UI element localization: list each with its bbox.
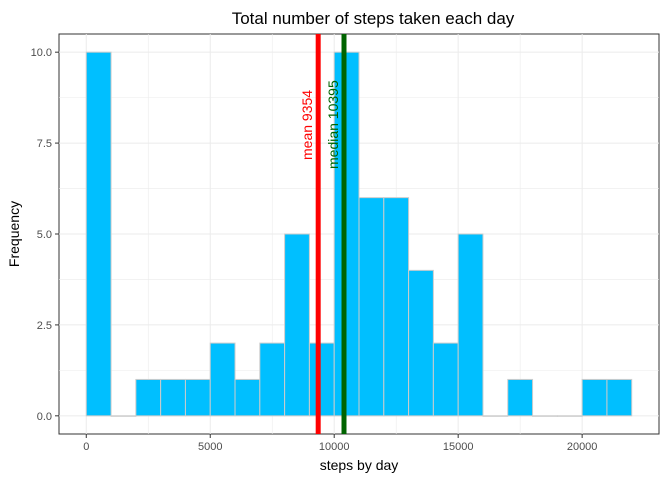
reference-lines: mean 9354 median 10395 (299, 34, 347, 434)
histogram-bar (383, 197, 410, 417)
y-tick-label: 0.0 (37, 411, 52, 423)
y-axis-ticks: 0.0 2.5 5.0 7.5 10.0 (31, 47, 59, 423)
x-tick-label: 0 (83, 441, 89, 453)
histogram-bar (259, 342, 286, 417)
histogram-bar (284, 233, 310, 417)
y-tick-label: 5.0 (37, 229, 52, 241)
histogram-bar (209, 342, 236, 417)
y-tick-label: 2.5 (37, 320, 52, 332)
histogram-bar (135, 378, 162, 417)
x-tick-label: 15000 (443, 441, 474, 453)
y-tick-label: 10.0 (31, 47, 52, 59)
x-tick-label: 5000 (198, 441, 222, 453)
histogram-bar (532, 415, 558, 417)
median-label: median 10395 (325, 80, 341, 169)
histogram-bar (432, 342, 459, 417)
histogram-bar (482, 415, 509, 417)
x-axis-title: steps by day (320, 457, 399, 473)
y-tick-label: 7.5 (37, 138, 52, 150)
histogram-bar (408, 269, 434, 417)
x-tick-label: 20000 (567, 441, 598, 453)
histogram-bar (358, 197, 385, 417)
histogram-bar (581, 378, 608, 417)
histogram-bars (85, 51, 633, 417)
chart-title: Total number of steps taken each day (232, 9, 515, 28)
x-tick-label: 10000 (319, 441, 350, 453)
histogram-bar (308, 342, 335, 417)
histogram-bar (457, 233, 484, 417)
x-axis-ticks: 0 5000 10000 15000 20000 (83, 434, 597, 453)
histogram-bar (160, 378, 186, 417)
histogram-bar (333, 51, 360, 417)
histogram-bar (184, 378, 211, 417)
mean-label: mean 9354 (299, 90, 315, 160)
histogram-bar (507, 378, 534, 417)
histogram-bar (606, 378, 633, 417)
histogram-bar (556, 415, 583, 417)
histogram-bar (110, 415, 137, 417)
y-axis-title: Frequency (6, 201, 22, 267)
histogram-bar (85, 51, 112, 417)
histogram-bar (234, 378, 261, 417)
